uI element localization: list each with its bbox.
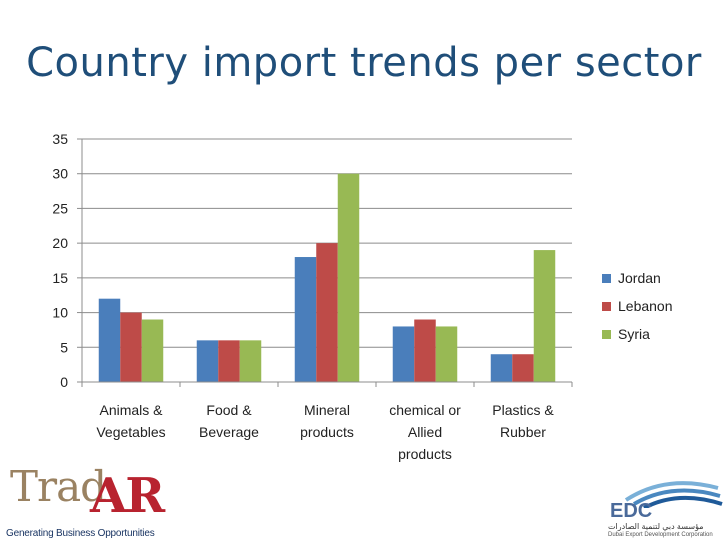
y-tick-label: 5 [60,339,68,355]
bar-jordan [196,340,219,382]
bar-jordan [98,298,121,382]
legend-swatch-lebanon [602,302,611,311]
x-category-label: Allied [408,424,442,440]
y-tick-label: 35 [52,131,68,147]
x-category-label: Vegetables [96,424,165,440]
tradar-logo: Trad AR Generating Business Opportunitie… [4,462,165,544]
bar-jordan [490,354,513,382]
edc-logo: EDC مؤسسة دبي لتنمية الصادرات Dubai Expo… [606,478,724,544]
edc-subtitle: Dubai Export Development Corporation [608,532,713,538]
x-category-label: products [300,424,354,440]
bar-syria [435,326,458,382]
bar-lebanon [316,243,338,382]
tradar-logo-trad: Trad [10,462,107,511]
y-tick-label: 15 [52,270,68,286]
x-category-label: Rubber [500,424,546,440]
bar-syria [141,319,164,382]
tradar-tagline: Generating Business Opportunities [6,528,155,539]
bar-syria [239,340,262,382]
y-tick-label: 0 [60,374,68,390]
bar-jordan [294,257,317,382]
x-category-label: products [398,446,452,462]
x-category-label: Animals & [99,402,163,418]
x-category-label: Food & [206,402,252,418]
bar-lebanon [414,319,436,382]
bar-lebanon [512,354,534,382]
y-tick-label: 10 [52,305,68,321]
y-axis-ticks: 0 5 10 15 20 25 30 35 [52,131,82,390]
edc-logo-text: EDC [610,500,653,522]
x-category-label: Mineral [304,402,350,418]
bar-syria [533,250,556,382]
bar-lebanon [218,340,240,382]
slide-title: Country import trends per sector [26,40,702,86]
x-category-label: chemical or [389,402,461,418]
x-category-label: Beverage [199,424,259,440]
bar-syria [337,173,360,382]
tradar-logo-ar: AR [90,468,165,524]
legend-label-lebanon: Lebanon [618,298,673,314]
x-category-label: Plastics & [492,402,554,418]
y-tick-label: 20 [52,235,68,251]
y-tick-label: 30 [52,166,68,182]
y-tick-label: 25 [52,200,68,216]
legend-swatch-syria [602,330,611,339]
legend: Jordan Lebanon Syria [602,270,673,342]
edc-arabic-name: مؤسسة دبي لتنمية الصادرات [608,522,704,531]
legend-label-syria: Syria [618,326,650,342]
bar-jordan [392,326,415,382]
edc-wave-icon [624,481,723,508]
x-axis-labels: Animals & Vegetables Food & Beverage Mineral… [96,402,554,462]
bars [98,173,556,382]
axes [81,139,573,387]
legend-swatch-jordan [602,274,611,283]
legend-label-jordan: Jordan [618,270,661,286]
bar-lebanon [120,312,142,382]
